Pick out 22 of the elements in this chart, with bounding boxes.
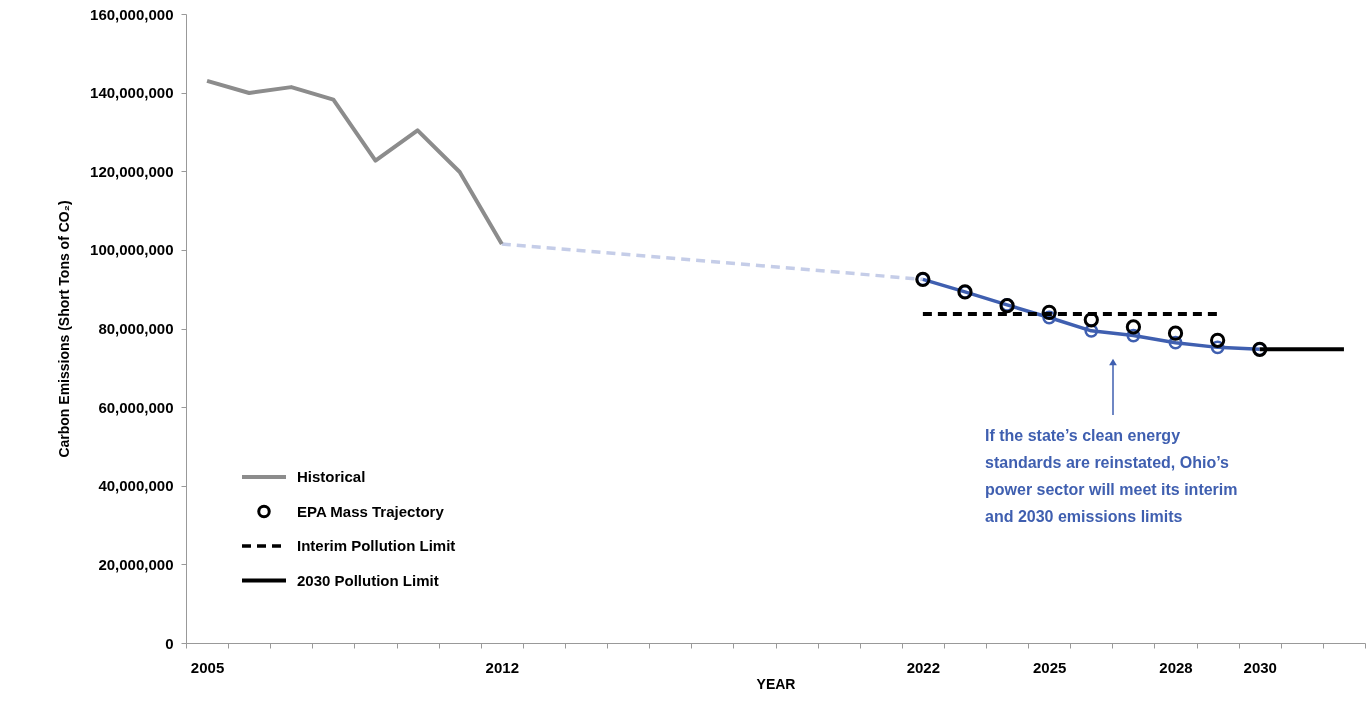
y-tick-label: 80,000,000 [98,320,174,337]
y-tick-label: 60,000,000 [98,398,174,416]
x-tick-label: 2030 [1243,658,1277,676]
legend-label: EPA Mass Trajectory [297,502,445,520]
y-tick-label: 120,000,000 [90,162,174,180]
y-tick-label: 140,000,000 [90,84,174,102]
legend-label: Historical [297,468,366,485]
x-tick-label: 2012 [485,658,519,676]
x-tick-label: 2025 [1033,658,1067,676]
legend-label: Interim Pollution Limit [297,537,456,554]
legend-label: 2030 Pollution Limit [297,571,439,589]
y-tick-label: 40,000,000 [98,477,174,495]
y-tick-label: 0 [165,634,174,652]
x-tick-label: 2005 [190,658,225,676]
y-tick-label: 100,000,000 [90,241,174,259]
y-tick-label: 160,000,000 [90,5,174,23]
x-axis-title: YEAR [756,675,796,692]
x-tick-label: 2022 [906,658,941,676]
annotation: If the state’s clean energy standards are reinstated, Ohio’s power sector will meet its interim and 2030 emissions limits [985,427,1238,525]
y-tick-label: 20,000,000 [98,555,174,573]
y-axis-title: Carbon Emissions (Short Tons of CO₂) [56,200,73,458]
x-tick-label: 2028 [1159,658,1193,676]
